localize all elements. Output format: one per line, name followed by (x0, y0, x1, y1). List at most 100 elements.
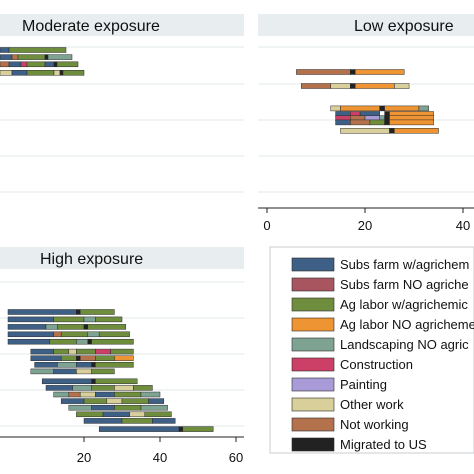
bar-segment (148, 398, 165, 404)
bar-row (0, 54, 73, 60)
bar-segment (79, 355, 96, 361)
bar-segment (76, 348, 96, 355)
bar-segment (60, 355, 77, 361)
bar-segment (152, 418, 176, 424)
bar-segment (178, 426, 184, 432)
bar-segment (8, 47, 67, 53)
bar-segment (83, 398, 108, 404)
panel-moderate-exposure: Moderate exposure (0, 14, 244, 208)
bar-row (296, 69, 405, 75)
bar-segment (76, 362, 92, 368)
bar-segment (0, 70, 13, 76)
bar-segment (87, 331, 100, 338)
bar-segment (87, 338, 92, 345)
bar-row (41, 378, 138, 385)
bar-segment (68, 348, 77, 355)
bar-segment (30, 348, 54, 355)
legend-swatch (291, 357, 335, 372)
bar-row (301, 83, 410, 89)
panel-title: Low exposure (354, 18, 454, 35)
gridlines (258, 46, 474, 193)
bar-segment (296, 69, 351, 75)
panel-title-bar (0, 14, 244, 36)
bar-segment (30, 368, 54, 375)
panel-high-exposure: High exposure 20 40 60 (0, 247, 244, 465)
bar-segment (11, 54, 19, 60)
bar-row (330, 105, 429, 112)
bar-segment (44, 61, 55, 68)
bar-segment (72, 385, 92, 391)
legend-item: Ag labor NO agricheme (291, 317, 474, 332)
bar-row (68, 404, 168, 411)
bar-segment (114, 404, 142, 411)
bar-segment (121, 398, 149, 404)
bar-segment (34, 362, 58, 368)
bar-segment (53, 391, 70, 398)
bar-row (0, 47, 67, 53)
bar-segment (91, 338, 134, 345)
bar-segment (79, 309, 115, 315)
bar-row (45, 385, 153, 391)
legend-swatch (291, 277, 335, 292)
bar-row (335, 119, 434, 126)
bar-segment (330, 105, 341, 112)
bar-row (0, 61, 79, 68)
bar-segment (114, 391, 142, 398)
bar-segment (340, 105, 380, 112)
legend-swatch (291, 317, 335, 332)
bar-row (335, 111, 434, 117)
bar-segment (57, 362, 77, 368)
bar-segment (7, 338, 51, 345)
bar-segment (87, 324, 127, 330)
bar-segment (369, 119, 385, 126)
bar-series (0, 47, 85, 76)
bar-segment (354, 69, 405, 75)
bar-segment (129, 411, 146, 418)
legend-swatch (291, 337, 335, 352)
bar-segment (182, 426, 214, 432)
bar-segment (91, 362, 96, 368)
bar-segment (140, 404, 168, 411)
bar-segment (114, 385, 134, 391)
bar-segment (418, 105, 429, 112)
bar-segment (144, 411, 172, 418)
bar-segment (354, 83, 395, 89)
bar-segment (45, 324, 58, 330)
legend-item: Ag labor w/agrichemic (291, 297, 468, 312)
panel-title-bar (258, 14, 474, 36)
bar-segment (41, 378, 92, 385)
legend-item: Construction (291, 357, 413, 372)
bar-segment (83, 316, 96, 323)
bar-segment (301, 83, 331, 89)
bar-segment (53, 348, 70, 355)
bar-segment (335, 119, 351, 126)
bar-segment (95, 348, 111, 355)
legend-swatch (291, 297, 335, 312)
bar-segment (49, 338, 77, 345)
legend-item: Subs farm w/agrichem (291, 257, 469, 272)
legend-label: Other work (340, 397, 404, 412)
x-axis-ticks: 20 40 60 (77, 437, 243, 465)
panel-title: Moderate exposure (22, 18, 160, 35)
bar-segment (26, 70, 55, 76)
bar-segment (95, 391, 115, 398)
bar-segment (83, 324, 89, 330)
bar-segment (53, 70, 61, 76)
x-tick-label: 20 (358, 218, 372, 233)
bar-segment (8, 61, 22, 68)
bar-row (7, 338, 134, 345)
bar-row (340, 128, 439, 134)
bar-segment (350, 119, 371, 126)
legend-label: Subs farm NO agriche (340, 277, 469, 292)
bar-segment (56, 61, 79, 68)
bar-row (83, 418, 176, 424)
legend-label: Migrated to US (340, 437, 427, 452)
bar-segment (53, 61, 58, 68)
bar-segment (133, 385, 153, 391)
bar-segment (20, 61, 28, 68)
bar-segment (62, 70, 85, 76)
bar-row (53, 391, 161, 398)
legend-item: Landscaping NO agric (291, 337, 469, 352)
bar-series (296, 69, 439, 134)
